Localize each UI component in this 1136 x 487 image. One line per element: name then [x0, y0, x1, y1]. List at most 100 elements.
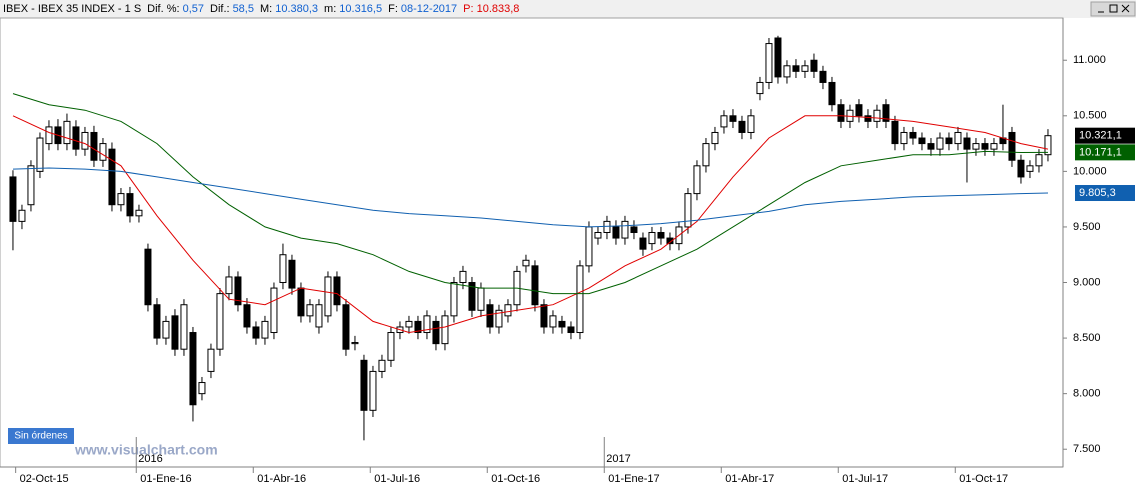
- candle-body: [612, 226, 620, 239]
- candle: [468, 276, 476, 317]
- candle-body: [693, 165, 701, 195]
- x-tick-label: 01-Ene-16: [140, 473, 191, 485]
- candle: [1017, 154, 1025, 184]
- candle: [657, 226, 665, 245]
- x-tick-label: 01-Ene-17: [608, 473, 659, 485]
- watermark: www.visualchart.com: [74, 442, 218, 458]
- moving-average: [12, 93, 1049, 295]
- header-value: 10.380,3: [275, 3, 318, 15]
- candle: [216, 288, 224, 356]
- candle-body: [639, 237, 647, 250]
- candle: [882, 99, 890, 129]
- candle-body: [1008, 131, 1016, 161]
- candle: [378, 354, 386, 379]
- candle: [945, 132, 953, 151]
- candle: [963, 132, 971, 183]
- candle-body: [468, 282, 476, 311]
- candle: [36, 132, 44, 179]
- candle: [225, 265, 233, 301]
- candle-body: [711, 131, 719, 145]
- candle: [432, 315, 440, 351]
- header-label: m:: [324, 3, 336, 15]
- orders-button[interactable]: [8, 428, 74, 444]
- candle-body: [621, 220, 629, 239]
- candle-body: [837, 104, 845, 122]
- candle-body: [684, 193, 692, 228]
- price-tag-label: 10.321,1: [1079, 130, 1122, 142]
- candle: [72, 120, 80, 156]
- candle: [540, 299, 548, 334]
- candle: [306, 299, 314, 323]
- candle: [351, 335, 359, 351]
- candle-body: [549, 315, 557, 328]
- candle: [171, 309, 179, 356]
- candle-body: [270, 287, 278, 334]
- candle: [900, 126, 908, 151]
- candle-body: [747, 115, 755, 133]
- candle-body: [594, 231, 602, 239]
- candle: [9, 170, 17, 251]
- candle: [1035, 149, 1043, 173]
- candle-body: [261, 320, 269, 339]
- candle: [45, 120, 53, 151]
- candle: [702, 138, 710, 173]
- candle: [585, 221, 593, 273]
- candle-body: [1035, 154, 1043, 167]
- candle: [639, 232, 647, 256]
- header-value: 08-12-2017: [401, 3, 457, 15]
- candle-body: [279, 254, 287, 284]
- candle: [666, 232, 674, 251]
- candle: [981, 138, 989, 156]
- candle: [729, 109, 737, 129]
- candle-body: [873, 109, 881, 122]
- candle-body: [216, 293, 224, 350]
- candle-body: [243, 304, 251, 328]
- candle-body: [171, 315, 179, 350]
- window-buttons[interactable]: [1090, 1, 1136, 17]
- candle-body: [27, 165, 35, 206]
- candle-body: [720, 115, 728, 128]
- candle-body: [810, 59, 818, 72]
- header-value: 10.316,5: [339, 3, 382, 15]
- candle-body: [432, 320, 440, 345]
- candle: [90, 125, 98, 167]
- candle-body: [63, 120, 71, 145]
- candle: [522, 254, 530, 273]
- candle-body: [666, 237, 674, 245]
- candle: [261, 315, 269, 345]
- candle: [738, 115, 746, 140]
- y-tick-label: 8.000: [1073, 388, 1101, 400]
- candle: [423, 310, 431, 340]
- candle: [441, 310, 449, 351]
- candle: [918, 132, 926, 151]
- candle-body: [297, 287, 305, 317]
- moving-average: [12, 167, 1049, 228]
- y-tick-label: 9.000: [1073, 276, 1101, 288]
- candle-body: [99, 143, 107, 161]
- window-controls[interactable]: [1090, 1, 1136, 17]
- candle-body: [882, 104, 890, 122]
- close-icon: [1121, 4, 1130, 13]
- maximize-icon: [1109, 4, 1118, 13]
- candle-body: [630, 226, 638, 233]
- candle: [315, 299, 323, 334]
- candle: [153, 298, 161, 345]
- candle-body: [117, 193, 125, 206]
- candle: [774, 35, 782, 84]
- x-tick-label: 01-Abr-17: [725, 473, 774, 485]
- candle: [180, 299, 188, 356]
- candle: [1044, 129, 1052, 162]
- candle-body: [315, 304, 323, 328]
- candle: [18, 204, 26, 230]
- candle: [450, 276, 458, 323]
- candle-body: [585, 226, 593, 267]
- candle: [126, 186, 134, 223]
- price-tag: [1075, 144, 1135, 161]
- candle: [927, 138, 935, 156]
- candle-body: [972, 143, 980, 150]
- orders-button-label[interactable]: Sin órdenes: [14, 431, 67, 442]
- price-tag-label: 10.171,1: [1079, 146, 1122, 158]
- candle: [594, 226, 602, 245]
